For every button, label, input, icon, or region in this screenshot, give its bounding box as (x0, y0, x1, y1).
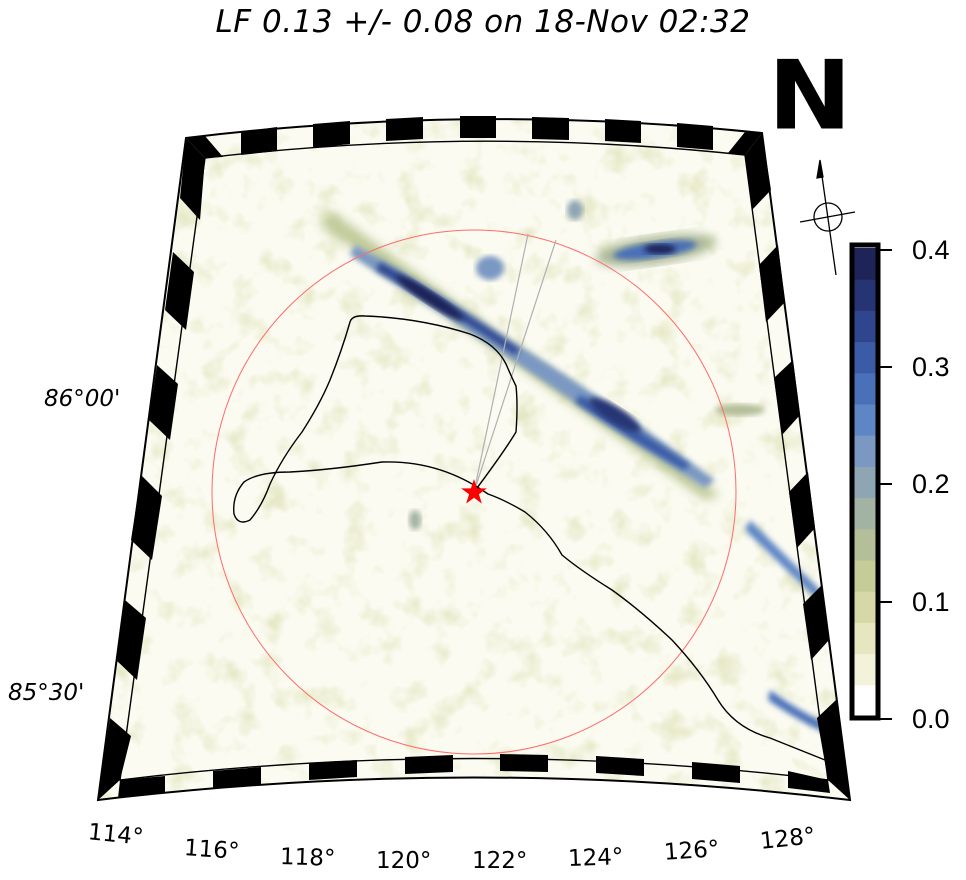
colorbar-swatch (854, 310, 876, 343)
map-frame (96, 116, 852, 802)
lf-blob (409, 510, 421, 530)
map-panel (98, 119, 850, 800)
colorbar-tick-label: 0.1 (912, 587, 950, 617)
beam-lines (473, 233, 557, 493)
lf-blob (715, 404, 765, 416)
colorbar-swatch (854, 248, 876, 280)
lf-field-texture (98, 119, 850, 800)
north-label: N (768, 39, 852, 152)
range-circle (211, 229, 737, 755)
colorbar-swatch (854, 466, 876, 499)
lon-label-126: 126° (663, 836, 721, 866)
lon-label-122: 122° (472, 848, 528, 874)
colorbar (849, 242, 892, 721)
lf-blob (567, 200, 583, 220)
ship-track (233, 315, 831, 763)
lat-label-86: 86°00' (44, 386, 121, 412)
colorbar-swatch (854, 341, 876, 374)
lf-band-right (745, 520, 830, 612)
colorbar-tick-label: 0.4 (912, 235, 950, 265)
colorbar-swatch (854, 372, 876, 405)
colorbar-swatch (854, 497, 876, 530)
colorbar-swatch (854, 653, 876, 686)
colorbar-swatch (854, 279, 876, 311)
map-title: LF 0.13 +/- 0.08 on 18-Nov 02:32 (215, 4, 751, 40)
colorbar-swatch (854, 622, 876, 655)
lf-band-lower-right (768, 690, 830, 735)
colorbar-tick-label: 0.0 (912, 704, 950, 734)
colorbar-swatch (854, 528, 876, 561)
lon-label-118: 118° (279, 844, 336, 872)
lf-blob-upper-right (595, 233, 715, 267)
colorbar-swatch (854, 684, 876, 717)
lat-label-85-30: 85°30' (8, 680, 85, 706)
station-star-icon (461, 479, 487, 504)
lon-label-116: 116° (183, 835, 241, 865)
lf-band-main (320, 210, 720, 500)
colorbar-swatch (854, 435, 876, 467)
colorbar-tick-label: 0.2 (912, 469, 950, 499)
compass-crosshair-icon (799, 159, 856, 276)
lon-label-120: 120° (376, 848, 432, 874)
lon-label-124: 124° (567, 844, 624, 872)
colorbar-swatch (854, 404, 876, 436)
lf-blob (476, 256, 504, 280)
colorbar-swatch (854, 560, 876, 592)
colorbar-swatch (854, 591, 876, 623)
colorbar-tick-label: 0.3 (912, 352, 950, 382)
